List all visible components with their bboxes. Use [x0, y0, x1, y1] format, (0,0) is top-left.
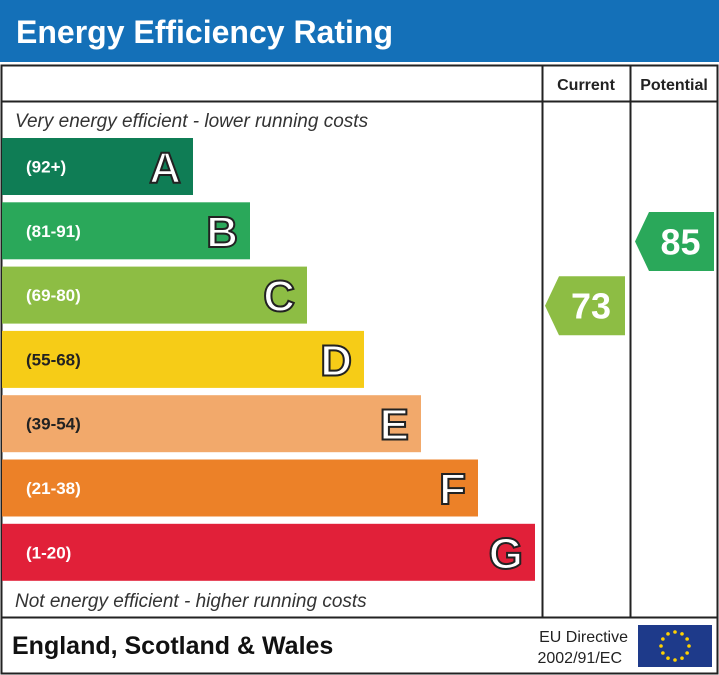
band-letter-a: A — [149, 144, 181, 193]
top-note: Very energy efficient - lower running co… — [15, 111, 369, 132]
column-header-potential: Potential — [640, 77, 708, 94]
directive-line2: 2002/91/EC — [537, 650, 622, 667]
eu-star — [685, 637, 689, 641]
eu-star — [687, 644, 691, 648]
band-bar-d — [2, 330, 364, 388]
current-rating-value: 73 — [571, 286, 611, 327]
band-bar-c — [2, 266, 307, 324]
title-bar — [0, 0, 719, 62]
band-range-label: (69-80) — [26, 286, 81, 305]
eu-star — [673, 630, 677, 634]
band-bar-f — [2, 459, 478, 517]
column-header-current: Current — [557, 77, 615, 94]
band-bar-b — [2, 202, 250, 260]
eu-star — [661, 651, 665, 655]
chart-title: Energy Efficiency Rating — [16, 14, 393, 50]
band-range-label: (92+) — [26, 158, 66, 177]
band-letter-e: E — [380, 401, 409, 450]
band-range-label: (81-91) — [26, 222, 81, 241]
band-range-label: (1-20) — [26, 543, 71, 562]
eu-star — [666, 656, 670, 660]
eu-star — [659, 644, 663, 648]
potential-rating-value: 85 — [660, 221, 700, 262]
frame — [0, 64, 719, 675]
band-bar-g — [2, 523, 535, 581]
directive-line1: EU Directive — [539, 629, 628, 646]
eu-star — [680, 656, 684, 660]
region-label: England, Scotland & Wales — [12, 632, 333, 660]
band-letter-d: D — [320, 336, 352, 385]
eu-flag-icon — [638, 625, 712, 667]
band-letter-b: B — [206, 208, 238, 257]
potential-rating-arrow — [635, 211, 714, 271]
eu-star — [673, 658, 677, 662]
eu-star — [666, 632, 670, 636]
eu-star — [685, 651, 689, 655]
band-bar-e — [2, 395, 421, 453]
band-bar-a — [2, 138, 193, 195]
band-letter-g: G — [489, 529, 523, 578]
eu-star — [680, 632, 684, 636]
band-range-label: (21-38) — [26, 479, 81, 498]
band-letter-c: C — [263, 272, 295, 321]
current-rating-arrow — [545, 276, 625, 336]
band-range-label: (39-54) — [26, 415, 81, 434]
band-letter-f: F — [439, 465, 466, 514]
eu-star — [661, 637, 665, 641]
band-range-label: (55-68) — [26, 350, 81, 369]
bottom-note: Not energy efficient - higher running co… — [15, 591, 367, 612]
